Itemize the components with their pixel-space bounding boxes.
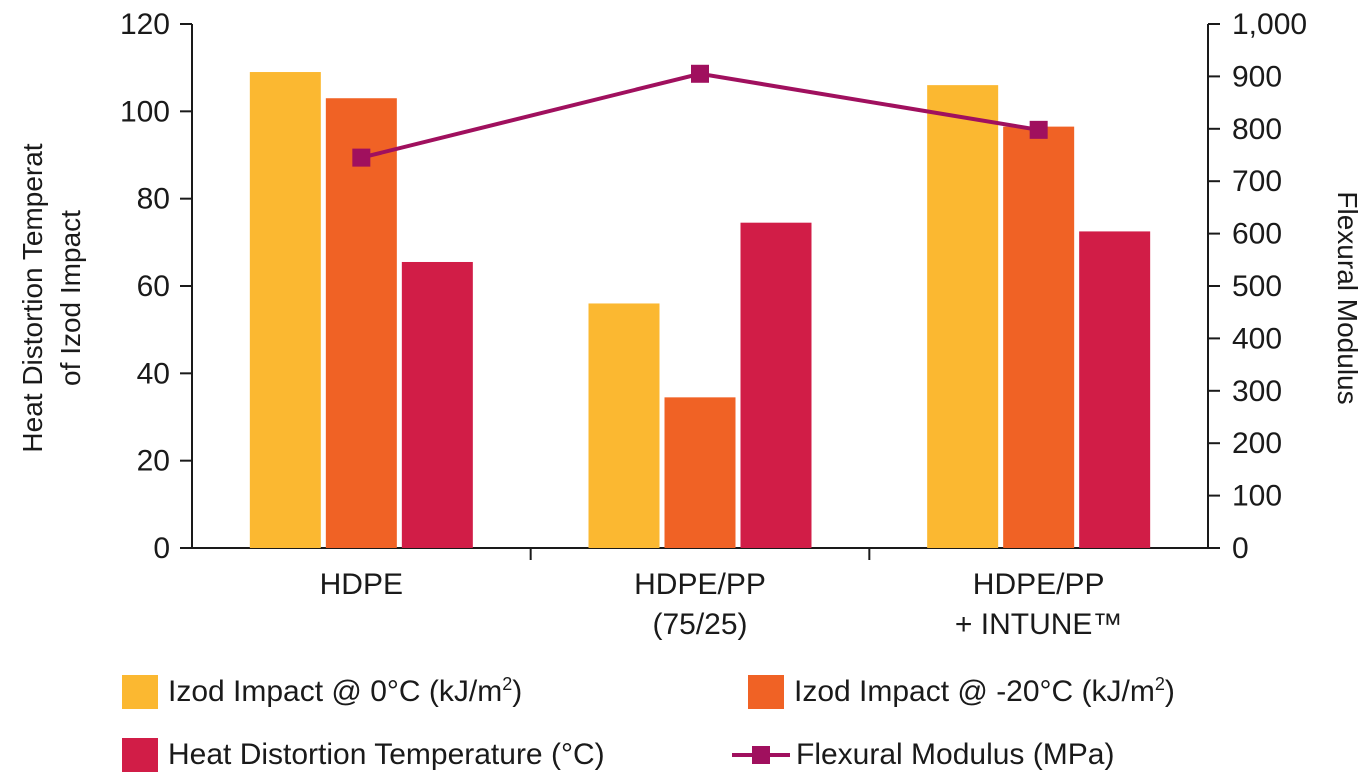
left-tick-label: 0 — [153, 532, 170, 565]
bar-3-2 — [740, 222, 812, 548]
legend-label-hdt: Heat Distortion Temperature (°C) — [168, 738, 605, 771]
right-tick-label: 200 — [1232, 427, 1282, 460]
legend-line-marker-icon — [732, 738, 790, 772]
legend: Izod Impact @ 0°C (kJ/m2) Izod Impact @ … — [0, 660, 1372, 778]
legend-label-izod-0c: Izod Impact @ 0°C (kJ/m2) — [168, 674, 523, 708]
legend-label-izod-minus20c: Izod Impact @ -20°C (kJ/m2) — [794, 674, 1175, 708]
left-tick-label: 120 — [120, 8, 170, 41]
right-tick-label: 800 — [1232, 113, 1282, 146]
flexural-modulus-point-2 — [691, 64, 709, 83]
right-tick-label: 900 — [1232, 60, 1282, 93]
legend-swatch-izod-0c — [122, 674, 158, 709]
left-axis-title-line2: of Izod Impact — [55, 210, 86, 386]
bar-3-1 — [401, 261, 473, 548]
chart-area: 0 20 40 60 80 100 120 0 100 200 300 400 500 600 700 800… — [17, 8, 1363, 641]
right-tick-label: 0 — [1232, 532, 1249, 565]
left-axis-title-line1: Heat Distortion Temperat — [17, 143, 48, 452]
category-label: HDPE — [320, 568, 403, 601]
bar-1-3 — [927, 85, 999, 548]
right-tick-label: 700 — [1232, 165, 1282, 198]
left-tick-label: 100 — [120, 95, 170, 128]
category-label: HDPE/PP — [973, 568, 1105, 601]
right-tick-label: 100 — [1232, 480, 1282, 513]
bar-1-2 — [588, 303, 660, 548]
left-tick-label: 20 — [137, 445, 170, 478]
right-tick-label: 500 — [1232, 270, 1282, 303]
left-tick-label: 40 — [137, 357, 170, 390]
right-tick-label: 300 — [1232, 375, 1282, 408]
flexural-modulus-point-3 — [1029, 120, 1048, 139]
left-tick-label: 60 — [137, 270, 170, 303]
legend-swatch-hdt — [122, 738, 158, 772]
bar-3-3 — [1079, 231, 1151, 548]
legend-label-flexural-modulus: Flexural Modulus (MPa) — [796, 738, 1115, 771]
legend-item-flexural-modulus: Flexural Modulus (MPa) — [732, 738, 1114, 772]
right-tick-label: 600 — [1232, 218, 1282, 251]
right-axis-title: Flexural Modulus — [1332, 191, 1363, 404]
legend-swatch-izod-minus20c — [748, 674, 784, 709]
bars-group — [249, 72, 1151, 549]
flexural-modulus-point-1 — [352, 148, 371, 167]
legend-item-izod-0c: Izod Impact @ 0°C (kJ/m2) — [122, 674, 522, 709]
right-tick-label: 1,000 — [1232, 8, 1307, 41]
bar-1-1 — [249, 72, 321, 549]
bar-2-1 — [325, 98, 397, 548]
category-label-line2: (75/25) — [652, 608, 747, 641]
category-label-line2: + INTUNE™ — [955, 608, 1123, 641]
bar-2-2 — [664, 397, 736, 548]
legend-item-izod-minus20c: Izod Impact @ -20°C (kJ/m2) — [748, 674, 1175, 709]
line-series-group — [352, 64, 1048, 167]
category-label: HDPE/PP — [634, 568, 766, 601]
labels-group: 0 20 40 60 80 100 120 0 100 200 300 400 500 600 700 800… — [17, 8, 1363, 641]
right-tick-label: 400 — [1232, 322, 1282, 355]
legend-item-hdt: Heat Distortion Temperature (°C) — [122, 738, 605, 772]
left-tick-label: 80 — [137, 183, 170, 216]
bar-2-3 — [1003, 126, 1075, 548]
